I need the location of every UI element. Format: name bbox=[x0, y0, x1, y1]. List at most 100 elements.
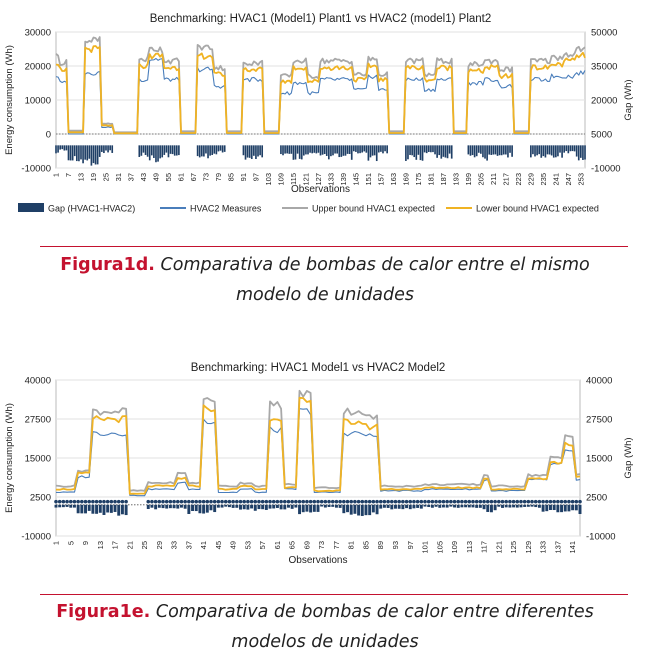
gap-bar bbox=[259, 145, 261, 156]
x-tick-label: 121 bbox=[301, 173, 310, 186]
gap-marker bbox=[294, 499, 298, 504]
caption-figura-1d: Figura1d. Comparativa de bombas de calor… bbox=[0, 250, 650, 310]
gap-bar bbox=[250, 145, 253, 160]
gap-bar bbox=[580, 145, 582, 158]
x-tick-label: 229 bbox=[526, 173, 535, 186]
y2-tick-label: 40000 bbox=[586, 376, 612, 387]
gap-marker bbox=[544, 499, 549, 504]
gap-bar bbox=[475, 504, 479, 508]
series-line-hvac2-measures bbox=[55, 57, 586, 135]
gap-bar bbox=[364, 504, 368, 516]
gap-marker bbox=[415, 499, 420, 504]
gap-bar bbox=[69, 504, 73, 508]
gap-bar bbox=[504, 504, 508, 508]
x-tick-label: 61 bbox=[273, 541, 282, 549]
y-tick-label: 30000 bbox=[25, 28, 51, 39]
x-tick-label: 117 bbox=[480, 541, 489, 553]
gap-bar bbox=[540, 145, 543, 158]
gap-bar bbox=[102, 504, 106, 515]
gap-marker bbox=[445, 499, 449, 504]
gap-bar bbox=[346, 504, 349, 513]
gap-bar bbox=[323, 145, 326, 155]
caption-figura-1e: Figura1e. Comparativa de bombas de calor… bbox=[0, 597, 650, 657]
gap-bar bbox=[61, 145, 64, 150]
gap-bar bbox=[294, 504, 298, 508]
gap-bar bbox=[159, 145, 161, 159]
gap-marker bbox=[54, 499, 58, 504]
gap-bar bbox=[502, 145, 505, 155]
gap-bar bbox=[471, 145, 474, 156]
gap-bar bbox=[144, 145, 147, 155]
gap-bar bbox=[309, 504, 313, 513]
gap-marker bbox=[194, 499, 199, 504]
gap-marker bbox=[157, 499, 162, 504]
gap-bar bbox=[442, 145, 445, 157]
gap-bar bbox=[549, 504, 552, 510]
gap-marker bbox=[519, 499, 523, 504]
gap-bar bbox=[441, 504, 445, 508]
gap-marker bbox=[401, 499, 405, 504]
gap-bar bbox=[434, 145, 436, 155]
gap-bar bbox=[361, 145, 363, 153]
y-tick-label: 20000 bbox=[25, 62, 51, 73]
gap-marker bbox=[522, 499, 527, 504]
chart-2-svg: Benchmarking: HVAC1 Model1 vs HVAC2 Mode… bbox=[4, 362, 634, 566]
gap-marker bbox=[526, 499, 531, 504]
x-tick-label: 93 bbox=[391, 541, 400, 549]
caption-1e-line1: Comparativa de bombas de calor entre dif… bbox=[155, 602, 594, 622]
gap-bar bbox=[80, 504, 84, 514]
gap-bar bbox=[423, 145, 426, 153]
gap-marker bbox=[175, 499, 180, 504]
gap-marker bbox=[109, 499, 114, 504]
x-tick-label: 57 bbox=[258, 541, 267, 549]
gap-marker bbox=[246, 499, 250, 504]
x-tick-label: 29 bbox=[155, 541, 164, 549]
gap-bar bbox=[359, 145, 361, 154]
x-tick-label: 91 bbox=[239, 173, 248, 181]
chart-title: Benchmarking: HVAC1 (Model1) Plant1 vs H… bbox=[150, 13, 492, 25]
gap-marker bbox=[87, 499, 92, 504]
gap-bar bbox=[80, 145, 82, 160]
gap-bar bbox=[155, 145, 157, 163]
gap-bar bbox=[497, 504, 501, 507]
x-tick-label: 21 bbox=[125, 541, 134, 549]
gap-bar bbox=[371, 145, 374, 156]
gap-bar bbox=[571, 504, 575, 511]
gap-bar bbox=[203, 145, 205, 157]
gap-marker bbox=[471, 499, 475, 504]
gap-marker bbox=[430, 499, 435, 504]
gap-bar bbox=[154, 504, 158, 510]
gap-bar bbox=[253, 145, 255, 156]
gap-marker bbox=[94, 499, 99, 504]
gap-bar bbox=[567, 504, 571, 512]
gap-bar bbox=[552, 504, 556, 511]
x-tick-label: 199 bbox=[464, 173, 473, 186]
x-tick-label: 43 bbox=[139, 173, 148, 181]
gap-bar bbox=[255, 145, 257, 159]
gap-bar bbox=[140, 145, 143, 156]
gap-bar bbox=[444, 145, 447, 158]
x-tick-label: 49 bbox=[229, 541, 238, 549]
gap-bar bbox=[460, 504, 464, 508]
gap-bar bbox=[284, 145, 286, 154]
gap-bar bbox=[227, 504, 231, 508]
gap-bar bbox=[58, 504, 62, 508]
gap-bar bbox=[511, 145, 513, 157]
gap-marker bbox=[279, 499, 283, 504]
x-tick-label: 157 bbox=[376, 173, 385, 186]
gap-bar bbox=[290, 145, 293, 154]
legend-item: Lower bound HVAC1 expected bbox=[446, 204, 599, 214]
gap-marker bbox=[153, 499, 158, 504]
gap-bar bbox=[423, 504, 427, 507]
gap-marker bbox=[452, 499, 457, 504]
y2-tick-label: 35000 bbox=[591, 62, 617, 73]
chart-title: Benchmarking: HVAC1 Model1 vs HVAC2 Mode… bbox=[191, 362, 446, 374]
gap-bar bbox=[163, 145, 166, 155]
gap-bar bbox=[298, 504, 302, 515]
gap-bar bbox=[342, 145, 345, 156]
gap-marker bbox=[120, 499, 125, 504]
gap-bar bbox=[146, 504, 150, 509]
gap-bar bbox=[464, 504, 468, 508]
gap-bar bbox=[519, 504, 523, 508]
gap-marker bbox=[102, 499, 106, 504]
